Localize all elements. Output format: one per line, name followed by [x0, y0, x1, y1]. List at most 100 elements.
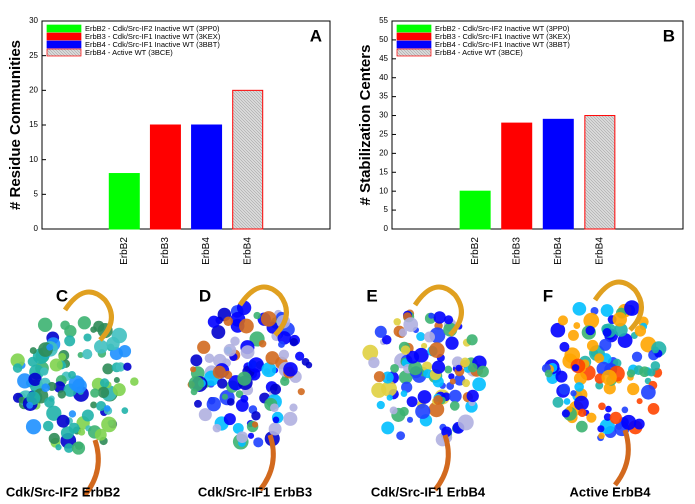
residue [362, 344, 379, 361]
legend-label: ErbB3 - Cdk/Src-IF1 Inactive WT (3KEX) [85, 32, 221, 41]
residue [37, 317, 53, 332]
residue [466, 334, 478, 346]
residue [433, 311, 446, 324]
residue [406, 350, 420, 364]
residue [639, 366, 650, 378]
residue [230, 336, 240, 346]
loop [83, 439, 101, 497]
y-tick-label: 25 [29, 51, 38, 60]
legend-swatch [46, 32, 82, 41]
residue [417, 390, 432, 404]
bar [542, 118, 574, 230]
residue [381, 421, 395, 435]
residue [251, 411, 261, 421]
residue [406, 416, 414, 423]
residue [113, 377, 120, 384]
residue [444, 365, 453, 374]
residue [615, 423, 622, 430]
y-tick-label: 30 [29, 16, 38, 25]
residue [283, 362, 298, 377]
bar [501, 122, 533, 230]
residue [121, 407, 129, 414]
y-tick-label: 20 [379, 148, 388, 157]
residue [261, 362, 277, 378]
residue [26, 391, 41, 406]
panel-letter: D [199, 286, 211, 305]
residue [449, 378, 456, 385]
residue [585, 325, 595, 336]
residue [544, 369, 553, 378]
y-tick-label: 5 [34, 189, 39, 198]
residue [550, 322, 566, 338]
x-tick-label: ErbB4 [242, 237, 253, 265]
residue [647, 368, 656, 377]
residue [431, 360, 446, 374]
residue [251, 421, 259, 428]
legend-swatch [46, 48, 82, 57]
residue [445, 336, 459, 350]
residue [46, 343, 54, 351]
residue [457, 414, 474, 431]
residue [624, 300, 640, 316]
residue [595, 381, 604, 390]
structure-caption: Cdk/Src-IF2 ErbB2 [6, 484, 120, 499]
residue [573, 395, 589, 411]
residue [621, 406, 629, 414]
protein-structure [541, 279, 667, 487]
residue [401, 381, 413, 393]
x-tick-label: ErbB4 [553, 237, 564, 265]
y-tick-label: 40 [379, 73, 388, 82]
x-tick-label: ErbB3 [511, 237, 522, 265]
bar [232, 89, 264, 230]
residue [467, 362, 478, 373]
residue [197, 340, 211, 354]
x-tick-label: ErbB4 [201, 237, 212, 265]
residue [71, 441, 86, 455]
residue [374, 325, 387, 338]
residue [403, 317, 419, 332]
residue [258, 340, 267, 348]
residue [552, 396, 564, 408]
residue [44, 397, 55, 408]
residue [428, 342, 445, 358]
residue [406, 396, 418, 408]
residue [240, 345, 255, 359]
residue [381, 371, 394, 384]
y-tick-label: 10 [379, 186, 388, 195]
residue [232, 422, 244, 434]
residue [626, 369, 636, 378]
residue [272, 416, 280, 424]
residue [55, 444, 62, 451]
residue [448, 373, 455, 380]
protein-structure [10, 289, 139, 497]
protein-structure [187, 284, 313, 492]
residue [211, 325, 226, 339]
y-tick-label: 15 [379, 167, 388, 176]
x-tick-label: ErbB2 [470, 237, 481, 265]
residue [29, 347, 37, 355]
structure-caption: Active ErbB4 [570, 484, 652, 499]
residue [400, 345, 411, 355]
residue [41, 383, 50, 392]
panel-letter: A [310, 26, 322, 45]
residue [96, 401, 107, 412]
residue [106, 336, 120, 351]
residue [68, 410, 77, 418]
residue [612, 312, 627, 327]
residue [212, 423, 222, 433]
helix-ribbon [62, 289, 114, 342]
residue [247, 432, 255, 439]
residue [559, 341, 570, 352]
residue [10, 353, 25, 368]
y-tick-label: 0 [384, 224, 389, 233]
residue [17, 373, 33, 389]
bar [149, 124, 181, 230]
residue [421, 361, 433, 372]
residue [64, 335, 76, 347]
residue [204, 353, 215, 363]
residue [260, 311, 277, 327]
helix-ribbon [237, 284, 289, 337]
residue [223, 343, 237, 357]
residue [12, 363, 23, 373]
residue [77, 428, 86, 436]
